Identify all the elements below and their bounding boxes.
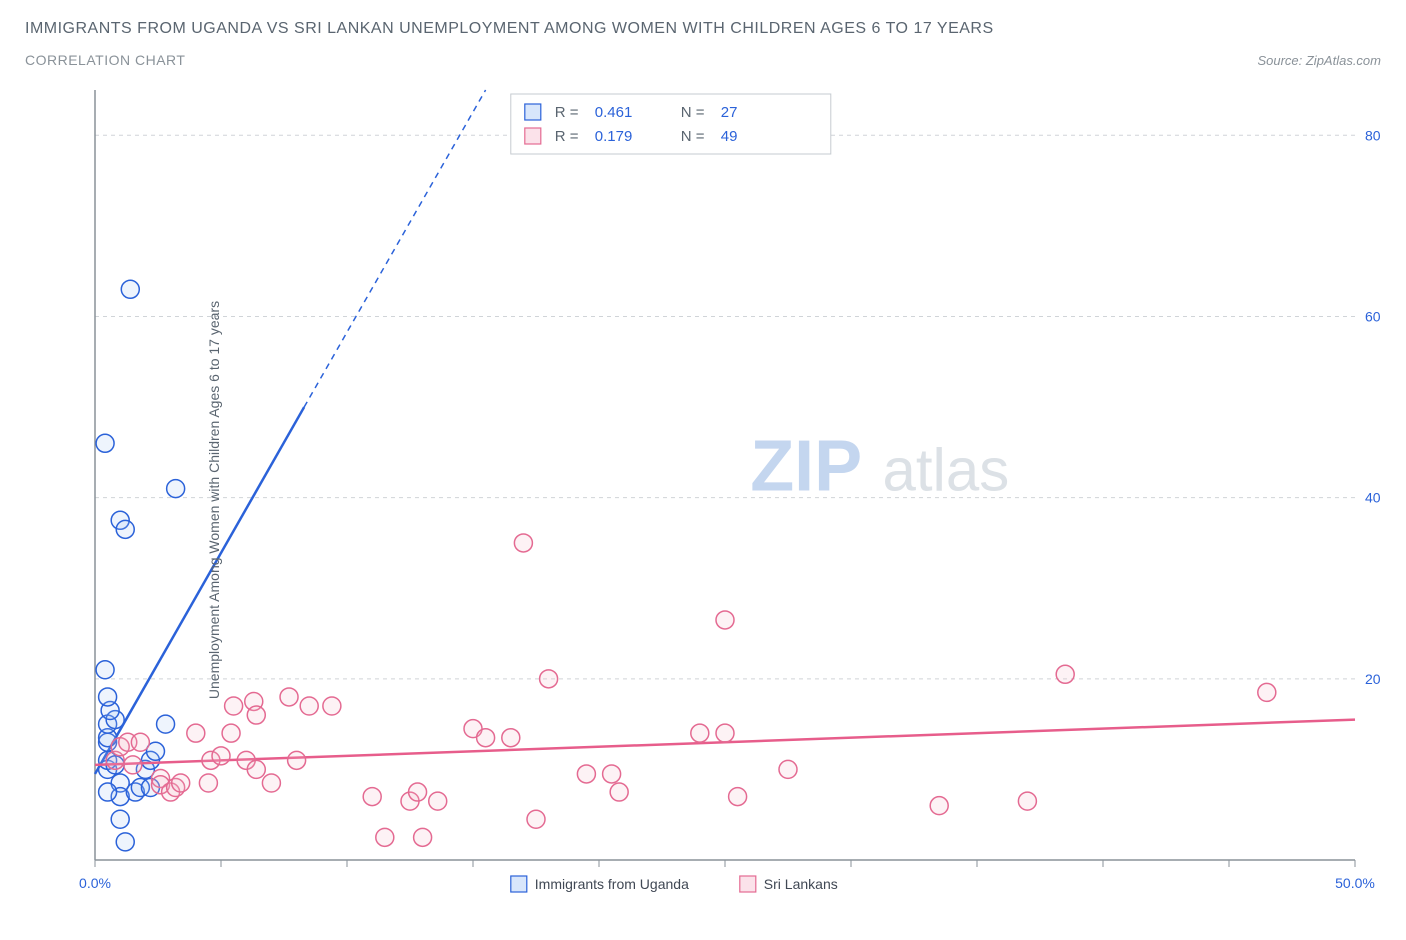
data-point: [1018, 792, 1036, 810]
data-point: [300, 697, 318, 715]
data-point: [99, 783, 117, 801]
x-tick-label: 50.0%: [1335, 875, 1375, 891]
legend-n-label: N =: [681, 104, 705, 121]
trend-line: [95, 407, 304, 774]
data-point: [280, 688, 298, 706]
y-tick-label: 60.0%: [1365, 308, 1381, 324]
data-point: [414, 828, 432, 846]
data-point: [212, 747, 230, 765]
legend-n-label: N =: [681, 128, 705, 145]
data-point: [1056, 665, 1074, 683]
data-point: [187, 724, 205, 742]
legend-r-label: R =: [555, 104, 579, 121]
y-tick-label: 40.0%: [1365, 490, 1381, 506]
data-point: [610, 783, 628, 801]
data-point: [247, 760, 265, 778]
data-point: [124, 756, 142, 774]
data-point: [779, 760, 797, 778]
series-label: Sri Lankans: [764, 876, 838, 892]
legend-r-value: 0.461: [595, 104, 633, 121]
data-point: [157, 715, 175, 733]
chart-subtitle: CORRELATION CHART: [25, 52, 185, 68]
data-point: [225, 697, 243, 715]
correlation-legend: [511, 94, 831, 154]
data-point: [116, 833, 134, 851]
data-point: [603, 765, 621, 783]
series-label: Immigrants from Uganda: [535, 876, 689, 892]
x-tick-label: 0.0%: [79, 875, 111, 891]
data-point: [111, 810, 129, 828]
series-swatch: [511, 876, 527, 892]
data-point: [930, 797, 948, 815]
data-point: [131, 733, 149, 751]
watermark-zip: ZIP: [750, 426, 862, 506]
data-point: [429, 792, 447, 810]
data-point: [247, 706, 265, 724]
data-point: [716, 611, 734, 629]
data-point: [540, 670, 558, 688]
legend-swatch: [525, 104, 541, 120]
data-point: [96, 434, 114, 452]
data-point: [477, 729, 495, 747]
legend-swatch: [525, 128, 541, 144]
watermark-atlas: atlas: [883, 436, 1010, 503]
y-tick-label: 20.0%: [1365, 671, 1381, 687]
data-point: [729, 788, 747, 806]
chart-canvas: ZIP atlas 20.0% 40.0% 60.0% 80.0% 0.0% 50.0% R =…: [25, 80, 1381, 920]
data-point: [222, 724, 240, 742]
y-tick-label: 80.0%: [1365, 127, 1381, 143]
data-point: [96, 661, 114, 679]
trend-line-extrapolated: [304, 90, 485, 407]
data-point: [376, 828, 394, 846]
data-point: [116, 520, 134, 538]
data-point: [527, 810, 545, 828]
data-point: [167, 480, 185, 498]
legend-r-value: 0.179: [595, 128, 633, 145]
correlation-chart: Unemployment Among Women with Children A…: [25, 80, 1381, 920]
data-point: [262, 774, 280, 792]
legend-n-value: 49: [721, 128, 738, 145]
data-point: [99, 688, 117, 706]
data-point: [1258, 683, 1276, 701]
data-point: [691, 724, 709, 742]
series-swatch: [740, 876, 756, 892]
data-point: [172, 774, 190, 792]
source-attribution: Source: ZipAtlas.com: [1257, 53, 1381, 68]
legend-n-value: 27: [721, 104, 738, 121]
legend-r-label: R =: [555, 128, 579, 145]
data-point: [363, 788, 381, 806]
data-point: [288, 751, 306, 769]
data-point: [514, 534, 532, 552]
data-point: [502, 729, 520, 747]
chart-title: IMMIGRANTS FROM UGANDA VS SRI LANKAN UNE…: [25, 20, 994, 38]
data-point: [716, 724, 734, 742]
data-point: [121, 280, 139, 298]
y-axis-label: Unemployment Among Women with Children A…: [206, 301, 222, 699]
data-point: [199, 774, 217, 792]
data-point: [577, 765, 595, 783]
data-point: [323, 697, 341, 715]
data-point: [409, 783, 427, 801]
